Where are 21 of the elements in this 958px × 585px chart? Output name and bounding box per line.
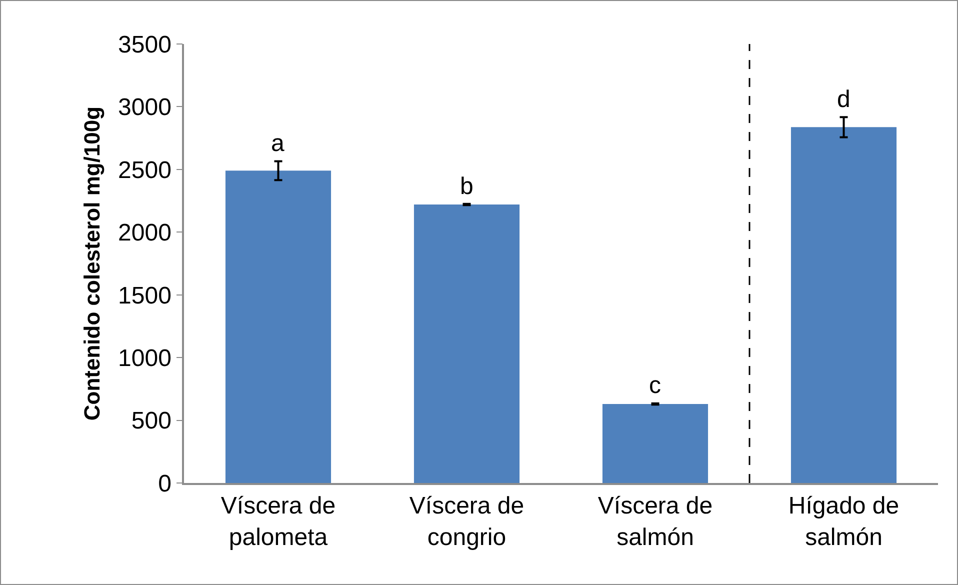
y-tick-label: 2500	[118, 156, 172, 184]
data-label: c	[649, 372, 661, 399]
y-tick-label: 3500	[118, 31, 172, 58]
bar	[225, 170, 332, 483]
x-tick-label: Hígado de salmón	[788, 492, 900, 551]
y-tick-label: 500	[131, 408, 172, 435]
x-tick-label: Víscera de congrio	[409, 492, 524, 551]
data-label: a	[271, 130, 285, 157]
y-tick-label: 0	[158, 470, 172, 498]
bar	[414, 204, 520, 483]
y-axis-title: Contenido colesterol mg/100g	[79, 106, 104, 421]
data-label: b	[460, 173, 474, 200]
y-tick-label: 1000	[118, 344, 172, 372]
y-tick-label: 2000	[118, 220, 172, 247]
y-tick-label: 3000	[118, 94, 172, 122]
x-tick-label: Víscera de palometa	[220, 492, 336, 551]
bar	[602, 404, 708, 483]
y-tick-label: 1500	[118, 282, 172, 310]
bar	[790, 127, 897, 483]
data-label: d	[837, 86, 850, 113]
x-tick-label: Víscera de salmón	[598, 492, 713, 551]
